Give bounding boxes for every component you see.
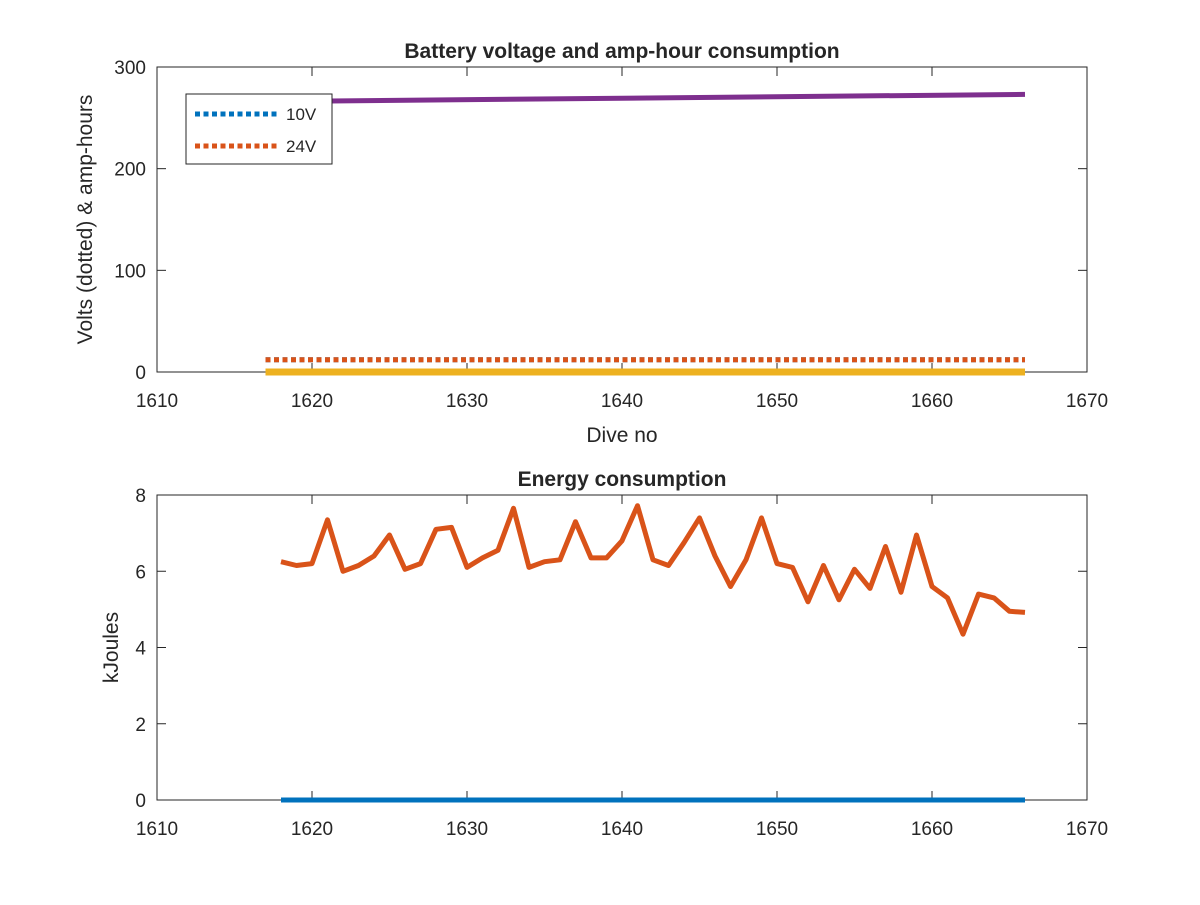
y-tick-label: 0	[135, 363, 146, 384]
bottom-y-axis-label: kJoules	[100, 612, 123, 683]
y-tick-label: 6	[135, 562, 146, 583]
x-tick-label: 1610	[136, 819, 178, 840]
x-tick-label: 1650	[756, 391, 798, 412]
x-tick-label: 1640	[601, 819, 643, 840]
top-y-axis-label: Volts (dotted) & amp-hours	[74, 95, 97, 345]
bottom-series	[280, 503, 1026, 803]
bottom-plot: 1610 1620 1630 1640 1650 1660 1670 0 2 4 6 8 Energy…	[100, 468, 1108, 840]
y-tick-label: 4	[135, 639, 146, 660]
legend-label-24v: 24V	[286, 137, 317, 156]
top-legend: 10V 24V	[185, 93, 333, 165]
top-ticks: 1610 1620 1630 1640 1650 1660 1670 0 100 200 300	[114, 58, 1108, 412]
y-tick-label: 8	[135, 486, 146, 507]
x-tick-label: 1660	[911, 391, 953, 412]
bottom-chart-title: Energy consumption	[518, 468, 727, 491]
bottom-ticks: 1610 1620 1630 1640 1650 1660 1670 0 2 4 6 8	[135, 486, 1108, 840]
y-tick-label: 2	[135, 715, 146, 736]
series-line-1	[280, 503, 1026, 637]
y-tick-label: 200	[114, 160, 146, 181]
legend-box	[185, 93, 333, 165]
top-series	[265, 91, 1026, 376]
top-x-axis-label: Dive no	[586, 424, 657, 447]
x-tick-label: 1610	[136, 391, 178, 412]
legend-label-10v: 10V	[286, 105, 317, 124]
x-tick-label: 1670	[1066, 391, 1108, 412]
y-tick-label: 0	[135, 791, 146, 812]
series-line-3	[265, 91, 1026, 105]
x-tick-label: 1630	[446, 391, 488, 412]
x-tick-label: 1660	[911, 819, 953, 840]
x-tick-label: 1620	[291, 391, 333, 412]
x-tick-label: 1670	[1066, 819, 1108, 840]
x-tick-label: 1650	[756, 819, 798, 840]
y-tick-label: 300	[114, 58, 146, 79]
x-tick-label: 1630	[446, 819, 488, 840]
x-tick-label: 1620	[291, 819, 333, 840]
y-tick-label: 100	[114, 261, 146, 282]
top-plot: 1610 1620 1630 1640 1650 1660 1670 0 100 200 300 B…	[74, 40, 1108, 447]
top-chart-title: Battery voltage and amp-hour consumption	[404, 40, 839, 63]
x-tick-label: 1640	[601, 391, 643, 412]
